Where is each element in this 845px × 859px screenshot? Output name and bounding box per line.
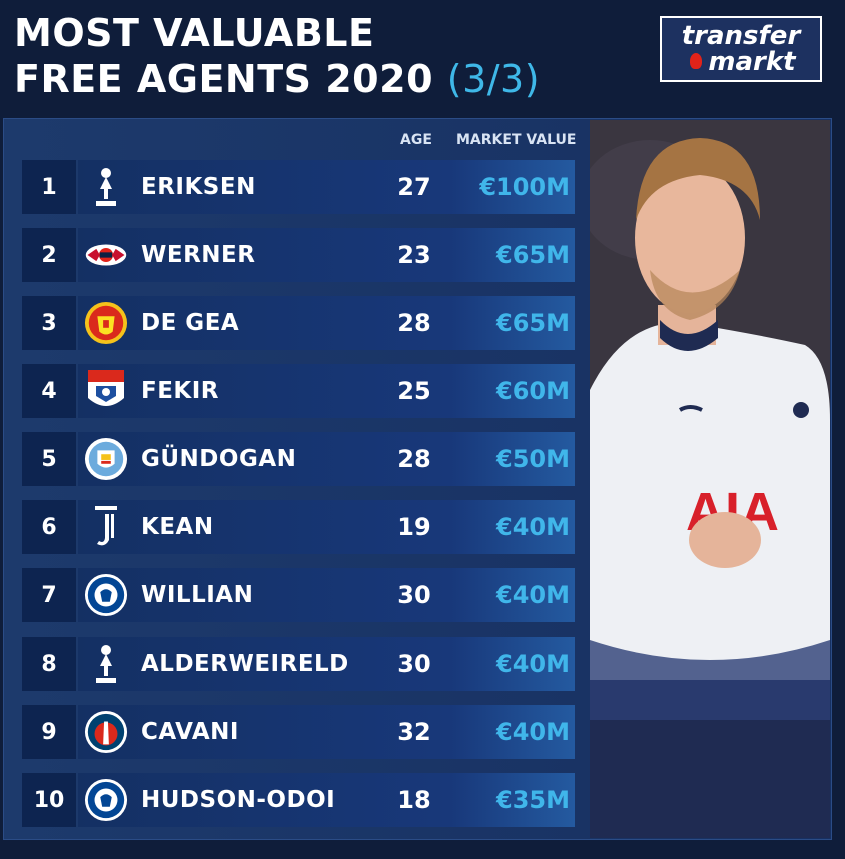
lyon-crest-icon	[84, 369, 128, 413]
player-name: DE GEA	[141, 310, 240, 336]
row-body	[78, 160, 575, 214]
rank-number: 2	[22, 228, 76, 282]
player-age: 28	[397, 309, 431, 337]
player-name: CAVANI	[141, 719, 239, 745]
player-illustration: AIA	[590, 120, 830, 838]
age-header: AGE	[400, 132, 432, 148]
table-row: 4 FEKIR 25 €60M	[22, 364, 575, 418]
market-value: €40M	[496, 581, 570, 609]
market-value: €40M	[496, 718, 570, 746]
rank-number: 9	[22, 705, 76, 759]
juventus-crest-icon	[84, 505, 128, 549]
logo-player-icon	[690, 53, 703, 69]
rank-number: 10	[22, 773, 76, 827]
rank-number: 7	[22, 568, 76, 622]
player-age: 27	[397, 173, 431, 201]
player-name: KEAN	[141, 514, 214, 540]
table-row: 9 CAVANI 32 €40M	[22, 705, 575, 759]
market-value: €35M	[496, 786, 570, 814]
player-age: 30	[397, 581, 431, 609]
player-name: ERIKSEN	[141, 174, 256, 200]
player-name: HUDSON-ODOI	[141, 787, 336, 813]
title-line-2: FREE AGENTS 2020 (3/3)	[14, 56, 540, 102]
rank-number: 8	[22, 637, 76, 691]
player-age: 30	[397, 650, 431, 678]
player-name: WILLIAN	[141, 582, 254, 608]
title-line-1: MOST VALUABLE	[14, 11, 375, 55]
table-row: 5 GÜNDOGAN 28 €50M	[22, 432, 575, 486]
player-age: 28	[397, 445, 431, 473]
row-body	[78, 568, 575, 622]
market-value: €100M	[479, 173, 570, 201]
logo-line-1: transfer	[681, 21, 801, 51]
market-value-header: MARKET VALUE	[456, 132, 577, 148]
row-body	[78, 296, 575, 350]
market-value: €65M	[496, 309, 570, 337]
player-name: FEKIR	[141, 378, 220, 404]
psg-crest-icon	[84, 710, 128, 754]
row-body	[78, 773, 575, 827]
page-title: MOST VALUABLE FREE AGENTS 2020 (3/3)	[14, 10, 540, 102]
table-row: 10 HUDSON-ODOI 18 €35M	[22, 773, 575, 827]
rank-number: 3	[22, 296, 76, 350]
market-value: €60M	[496, 377, 570, 405]
player-name: WERNER	[141, 242, 256, 268]
market-value: €65M	[496, 241, 570, 269]
rank-number: 6	[22, 500, 76, 554]
rank-number: 1	[22, 160, 76, 214]
player-photo: AIA	[590, 120, 830, 838]
row-body	[78, 432, 575, 486]
table-row: 6 KEAN 19 €40M	[22, 500, 575, 554]
player-age: 25	[397, 377, 431, 405]
tottenham-crest-icon	[84, 165, 128, 209]
chelsea-crest-icon	[84, 778, 128, 822]
title-line-2-text: FREE AGENTS 2020	[14, 57, 434, 101]
title-part: (3/3)	[446, 57, 541, 101]
market-value: €40M	[496, 650, 570, 678]
logo-line-2-text: markt	[708, 47, 796, 77]
transfermarkt-logo: transfer markt	[660, 16, 822, 82]
player-name: GÜNDOGAN	[141, 446, 297, 472]
rank-number: 5	[22, 432, 76, 486]
player-age: 32	[397, 718, 431, 746]
table-row: 7 WILLIAN 30 €40M	[22, 568, 575, 622]
player-age: 18	[397, 786, 431, 814]
market-value: €50M	[496, 445, 570, 473]
table-row: 3 DE GEA 28 €65M	[22, 296, 575, 350]
manchester-city-crest-icon	[84, 437, 128, 481]
rank-number: 4	[22, 364, 76, 418]
player-age: 19	[397, 513, 431, 541]
rb-leipzig-crest-icon	[84, 233, 128, 277]
market-value: €40M	[496, 513, 570, 541]
manchester-united-crest-icon	[84, 301, 128, 345]
player-name: ALDERWEIRELD	[141, 651, 349, 677]
tottenham-crest-icon	[84, 642, 128, 686]
player-age: 23	[397, 241, 431, 269]
row-body	[78, 364, 575, 418]
row-body	[78, 500, 575, 554]
row-body	[78, 228, 575, 282]
row-body	[78, 637, 575, 691]
table-row: 2 WERNER 23 €65M	[22, 228, 575, 282]
logo-line-2: markt	[686, 47, 796, 77]
table-row: 1 ERIKSEN 27 €100M	[22, 160, 575, 214]
table-row: 8 ALDERWEIRELD 30 €40M	[22, 637, 575, 691]
row-body	[78, 705, 575, 759]
chelsea-crest-icon	[84, 573, 128, 617]
